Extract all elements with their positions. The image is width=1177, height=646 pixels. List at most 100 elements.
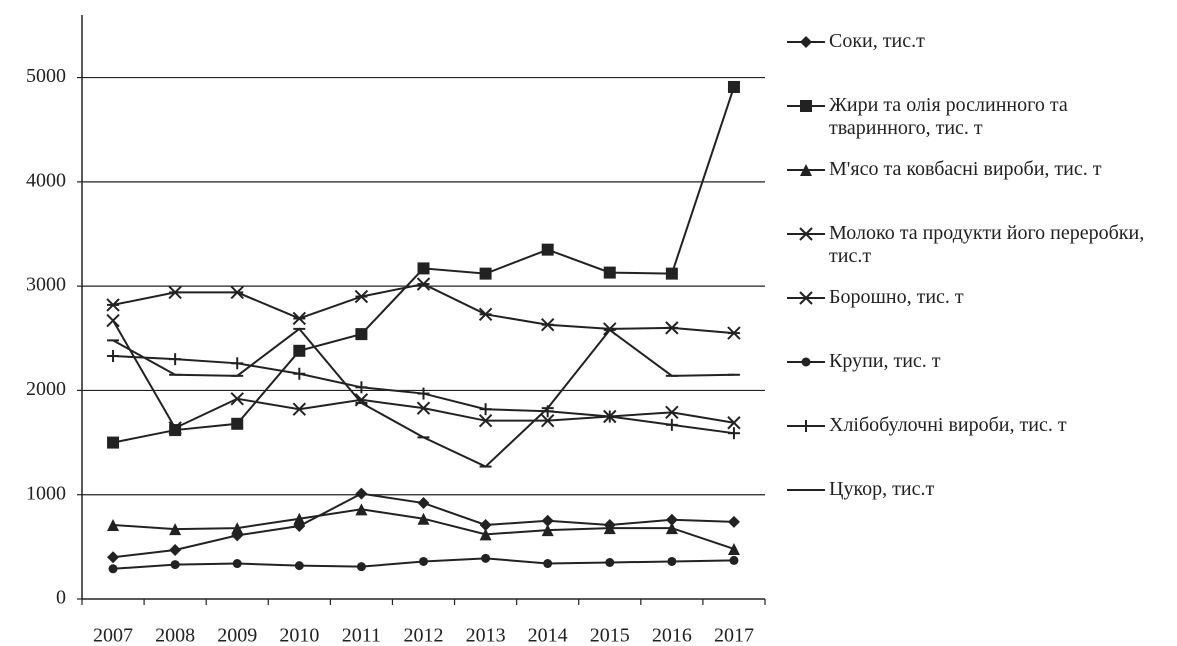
marker-shape xyxy=(541,243,554,256)
marker-shape xyxy=(800,36,812,48)
marker xyxy=(293,512,306,525)
marker-shape xyxy=(667,556,677,566)
marker xyxy=(665,405,679,420)
marker xyxy=(417,497,430,510)
marker xyxy=(541,524,554,537)
y-tick-label: 1000 xyxy=(26,482,66,504)
marker-shape xyxy=(232,559,242,569)
chart: 0 1000 2000 3000 4000 5000 2007 2008 2009 2010 201… xyxy=(26,15,766,646)
marker xyxy=(800,420,812,432)
marker-shape xyxy=(417,512,430,525)
marker xyxy=(170,560,180,570)
legend-marker xyxy=(787,36,825,48)
marker xyxy=(292,402,307,416)
marker xyxy=(665,522,678,535)
legend-marker xyxy=(787,227,825,241)
marker xyxy=(665,267,678,280)
marker xyxy=(479,403,492,416)
marker xyxy=(541,514,554,527)
marker-shape xyxy=(355,503,368,516)
marker-shape xyxy=(801,357,811,367)
marker-shape xyxy=(417,497,430,510)
marker-shape xyxy=(169,543,182,556)
marker xyxy=(106,313,120,328)
marker-shape xyxy=(665,522,678,535)
marker xyxy=(478,413,493,428)
marker xyxy=(107,518,120,531)
legend-item: Хлібобулочні вироби, тис. т xyxy=(785,414,1170,478)
marker xyxy=(108,564,118,574)
legend-item: М'ясо та ковбасні вироби, тис. т xyxy=(785,158,1170,222)
marker xyxy=(232,559,242,569)
y-tick-label: 3000 xyxy=(26,274,66,296)
legend-label: Молоко та продукти його переробки, тис.т xyxy=(829,222,1145,267)
marker-shape xyxy=(543,559,553,569)
marker-stroke xyxy=(727,416,741,430)
marker xyxy=(107,436,120,449)
marker xyxy=(665,321,679,335)
x-tick-label: 2015 xyxy=(590,625,630,646)
marker-shape xyxy=(800,100,812,112)
marker xyxy=(168,285,182,300)
y-tick-label: 5000 xyxy=(26,65,66,87)
marker xyxy=(107,350,120,363)
marker-shape xyxy=(107,551,120,564)
marker xyxy=(799,227,813,241)
marker xyxy=(665,513,678,526)
legend-label: Цукор, тис.т xyxy=(829,478,935,500)
legend-label: Хлібобулочні вироби, тис. т xyxy=(829,414,1067,436)
y-tick-label: 2000 xyxy=(26,378,66,400)
legend-marker xyxy=(787,357,825,367)
marker xyxy=(168,421,182,435)
x-tick-label: 2007 xyxy=(93,625,133,646)
marker-shape xyxy=(481,553,491,563)
marker xyxy=(169,353,182,366)
marker xyxy=(800,100,812,112)
marker xyxy=(107,551,120,564)
marker xyxy=(541,243,554,256)
series-line xyxy=(112,283,735,335)
legend-label: Борошно, тис. т xyxy=(829,286,964,308)
marker-shape xyxy=(665,513,678,526)
marker xyxy=(543,559,553,569)
marker xyxy=(540,318,555,332)
marker-shape xyxy=(231,417,244,430)
marker xyxy=(230,285,244,300)
marker-shape xyxy=(108,564,118,574)
marker xyxy=(481,553,491,563)
marker xyxy=(169,543,182,556)
marker-shape xyxy=(541,514,554,527)
marker xyxy=(727,80,740,93)
marker xyxy=(727,542,740,555)
marker xyxy=(478,307,493,322)
legend-label: Жири та олія рослинного та тваринного, т… xyxy=(829,94,1068,139)
legend-label: Соки, тис.т xyxy=(829,30,925,52)
marker xyxy=(479,528,492,541)
marker xyxy=(417,387,430,400)
legend: Соки, тис.т Жири та олія рослинного та тв… xyxy=(785,30,1170,542)
marker-shape xyxy=(479,528,492,541)
marker-shape xyxy=(603,266,616,279)
y-tick-label: 0 xyxy=(56,587,66,609)
legend-item: Крупи, тис. т xyxy=(785,350,1170,414)
marker xyxy=(231,522,244,535)
marker-shape xyxy=(479,267,492,280)
marker-stroke xyxy=(540,413,555,428)
marker xyxy=(479,267,492,280)
marker-stroke xyxy=(416,401,431,415)
marker-shape xyxy=(419,556,428,566)
marker xyxy=(355,503,368,516)
marker xyxy=(800,36,812,48)
x-tick-label: 2011 xyxy=(342,625,381,646)
marker xyxy=(667,556,677,566)
marker-stroke xyxy=(168,421,182,435)
marker xyxy=(416,401,431,415)
y-tick-label: 4000 xyxy=(26,169,66,191)
marker-shape xyxy=(479,518,492,531)
marker xyxy=(479,518,492,531)
marker-stroke xyxy=(478,413,493,428)
marker xyxy=(419,556,428,566)
marker-shape xyxy=(541,524,554,537)
marker xyxy=(603,266,616,279)
